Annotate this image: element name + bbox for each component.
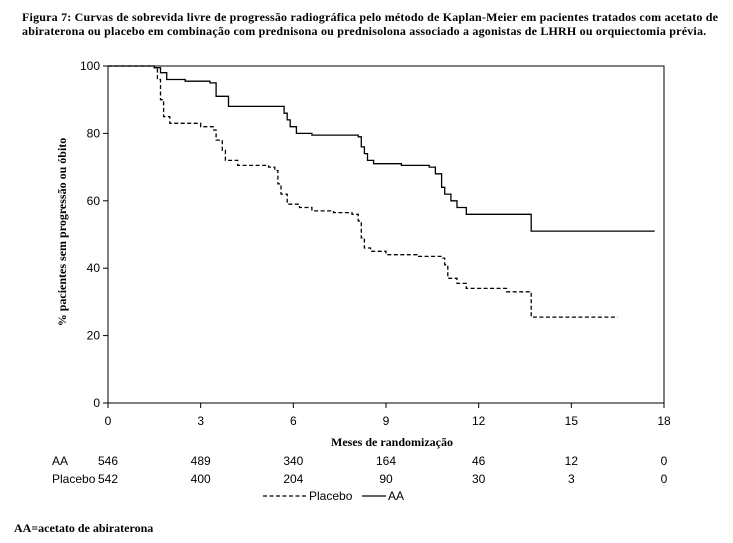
x-tick-label: 6: [290, 414, 297, 428]
risk-cell: 90: [379, 472, 393, 486]
risk-cell: 400: [191, 472, 211, 486]
y-tick-label: 40: [87, 261, 101, 275]
risk-cell: 3: [568, 472, 575, 486]
y-tick-label: 100: [80, 59, 100, 73]
risk-cell: 340: [283, 454, 303, 468]
risk-cell: 204: [283, 472, 303, 486]
y-tick-label: 60: [87, 194, 101, 208]
risk-cell: 30: [472, 472, 486, 486]
x-tick-label: 3: [197, 414, 204, 428]
risk-cell: 12: [565, 454, 579, 468]
legend: Placebo AA: [263, 489, 404, 503]
risk-cell: 546: [98, 454, 118, 468]
plot-frame: [107, 65, 665, 404]
risk-cell: 0: [661, 472, 668, 486]
figure-caption: Figura 7: Curvas de sobrevida livre de p…: [22, 10, 719, 38]
risk-cell: 46: [472, 454, 486, 468]
x-tick-label: 18: [657, 414, 671, 428]
series-aa-line: [108, 65, 655, 232]
legend-label-placebo: Placebo: [309, 489, 353, 503]
x-tick-label: 12: [472, 414, 486, 428]
risk-row-label: AA: [52, 454, 68, 468]
x-tick-label: 0: [105, 414, 112, 428]
risk-cell: 0: [661, 454, 668, 468]
x-axis-title: Meses de randomização: [331, 435, 453, 449]
y-axis-title: % pacientes sem progressão ou óbito: [55, 138, 69, 327]
y-tick-label: 80: [87, 126, 101, 140]
x-tick-label: 15: [565, 414, 579, 428]
series-layer: [108, 65, 655, 318]
risk-cell: 489: [191, 454, 211, 468]
x-axis: 0 3 6 9 12 15 18: [105, 403, 671, 428]
series-placebo-line: [108, 65, 618, 318]
x-tick-label: 9: [383, 414, 390, 428]
footnote: AA=acetato de abiraterona: [14, 521, 154, 535]
risk-cell: 542: [98, 472, 118, 486]
risk-row-label: Placebo: [52, 472, 96, 486]
y-axis: 0 20 40 60 80 100: [80, 59, 108, 410]
legend-label-aa: AA: [388, 489, 404, 503]
y-tick-label: 0: [93, 396, 100, 410]
risk-cell: 164: [376, 454, 396, 468]
y-tick-label: 20: [87, 329, 101, 343]
